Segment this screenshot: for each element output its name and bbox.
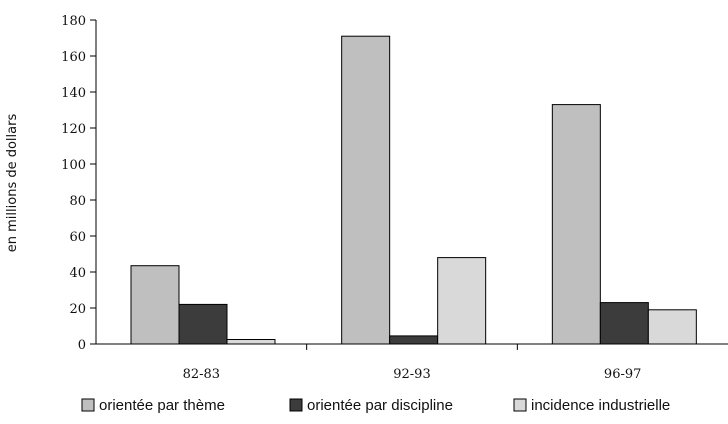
chart-axes — [95, 20, 728, 345]
y-tick-label: 40 — [69, 266, 86, 281]
y-tick-label: 0 — [78, 338, 86, 353]
bar — [551, 104, 601, 345]
y-tick-label: 180 — [61, 14, 86, 29]
y-tick-label: 60 — [69, 230, 86, 245]
y-tick-label: 160 — [61, 50, 86, 65]
x-tick-label: 96-97 — [604, 367, 641, 382]
legend-swatch — [289, 398, 303, 412]
bar — [599, 302, 649, 345]
legend-label: incidence industrielle — [531, 397, 670, 414]
bar — [341, 35, 391, 345]
bar — [130, 265, 180, 345]
y-axis-label: en millions de dollars — [5, 114, 20, 253]
bar — [647, 309, 697, 345]
legend-label: orientée par thème — [99, 397, 225, 414]
bars — [130, 35, 697, 345]
x-axis-ticks: 82-83 92-93 96-97 — [183, 344, 641, 382]
y-tick-label: 20 — [69, 302, 86, 317]
y-tick-label: 140 — [61, 86, 86, 101]
y-tick-label: 100 — [61, 158, 86, 173]
legend-label: orientée par discipline — [307, 397, 453, 414]
y-tick-label: 80 — [69, 194, 86, 209]
legend: orientée par thème orientée par disciplin… — [81, 397, 670, 414]
y-axis-ticks: 0 20 40 60 80 100 120 140 160 180 — [61, 14, 96, 353]
legend-swatch — [81, 398, 95, 412]
y-tick-label: 120 — [61, 122, 86, 137]
legend-swatch — [513, 398, 527, 412]
x-tick-label: 92-93 — [393, 367, 430, 382]
bar — [226, 339, 276, 345]
bar — [437, 257, 487, 345]
bar — [178, 303, 228, 345]
bar — [389, 335, 439, 345]
x-tick-label: 82-83 — [183, 367, 220, 382]
